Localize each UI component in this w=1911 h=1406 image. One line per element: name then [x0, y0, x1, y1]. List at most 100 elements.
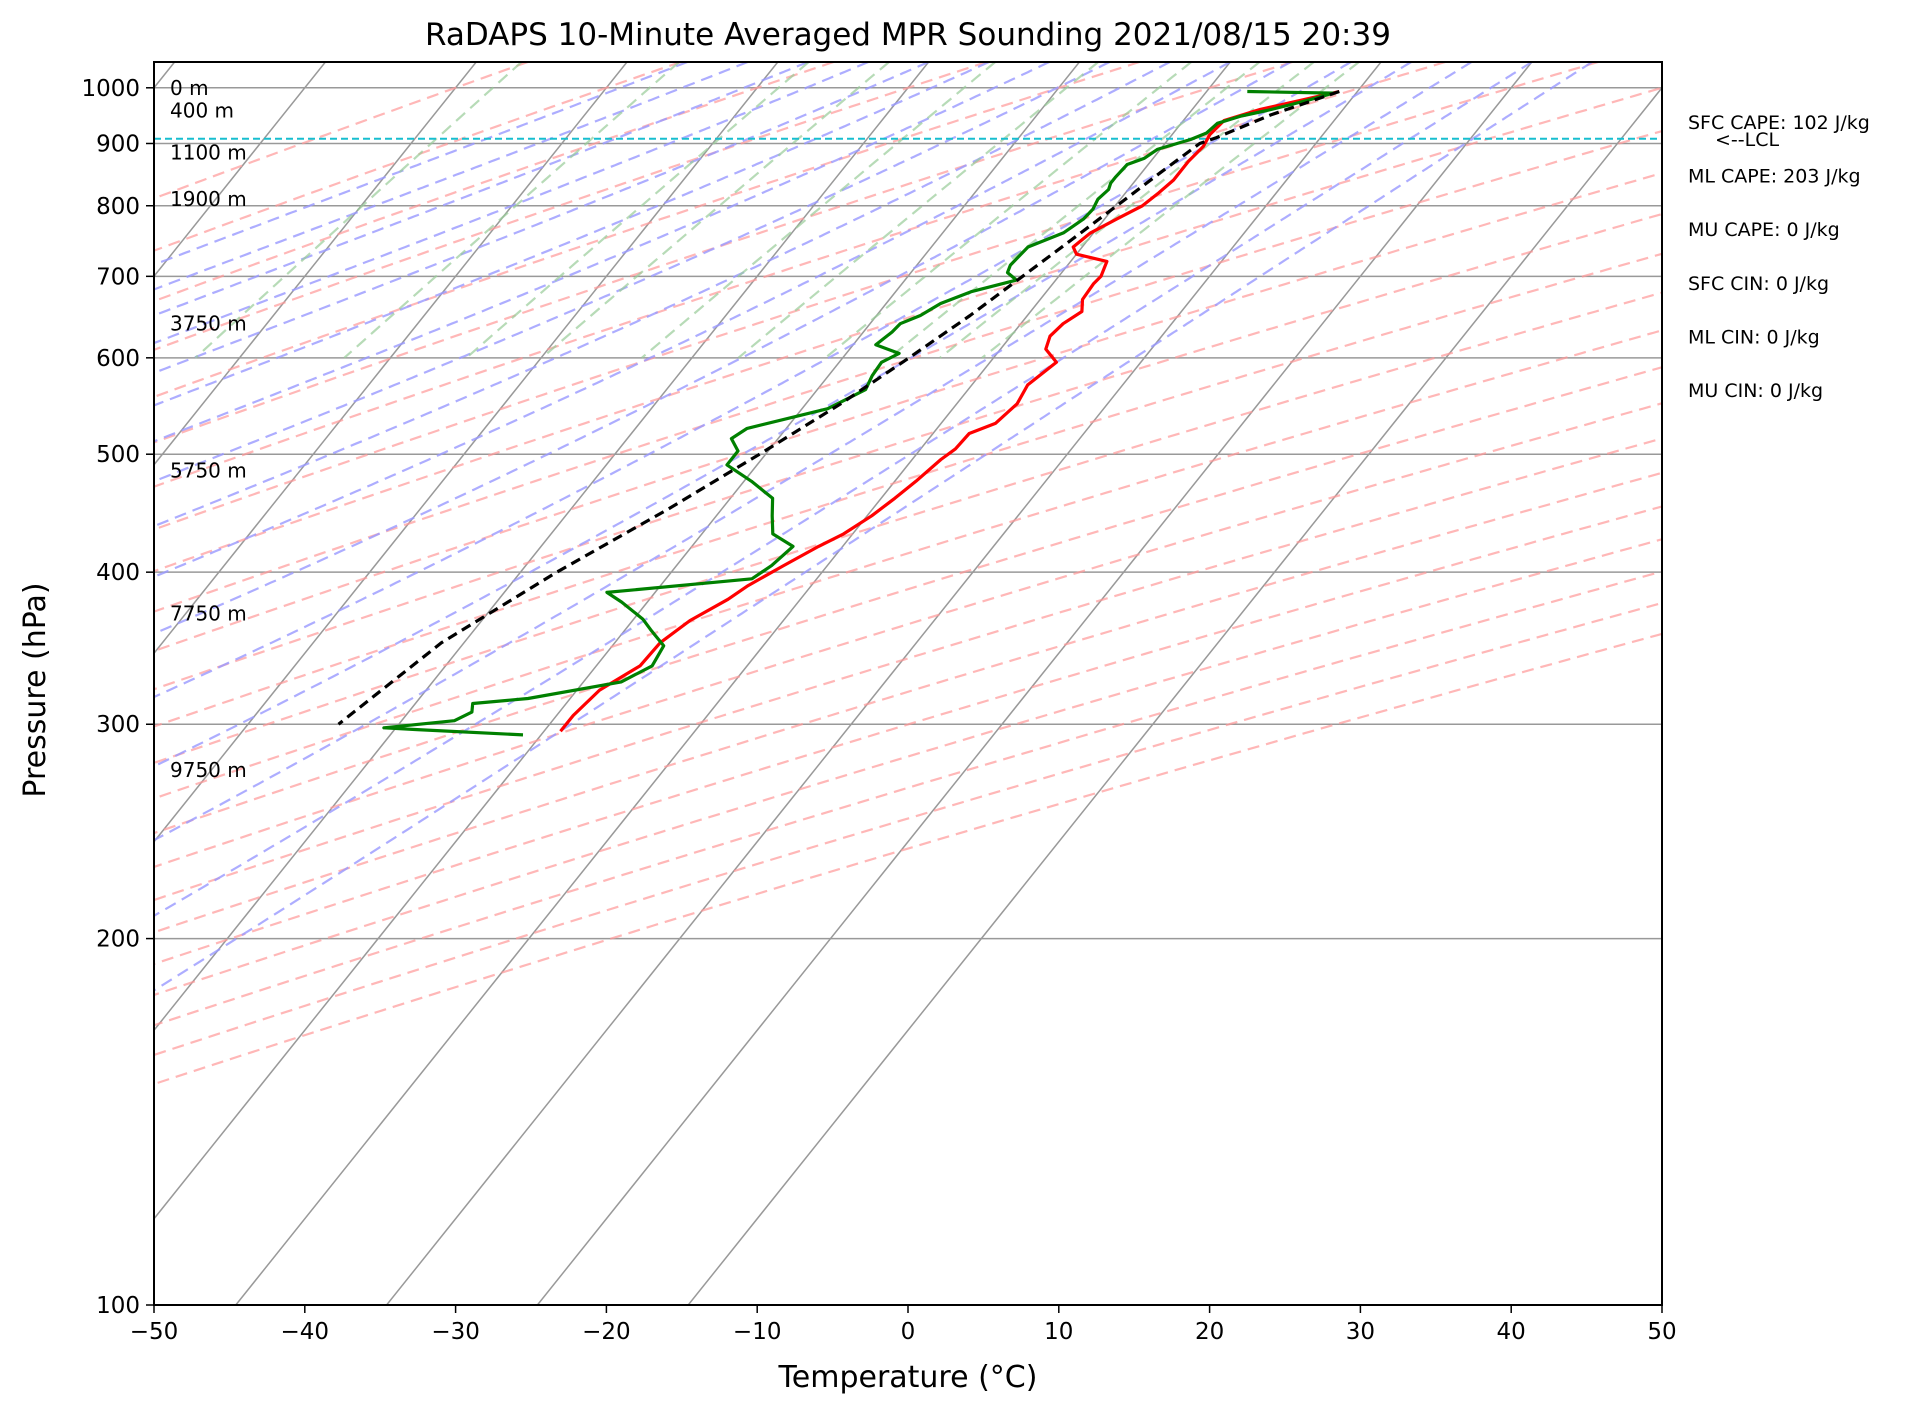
isotherm-line [154, 62, 930, 1032]
isotherm-line [536, 62, 1533, 1305]
height-label: 5750 m [170, 458, 247, 482]
dry-adiabat [154, 291, 1662, 765]
moist-adiabat [154, 62, 688, 266]
series-layer [154, 89, 1662, 737]
y-tick-label: 700 [96, 264, 140, 290]
x-tick-label: −40 [281, 1319, 330, 1345]
x-tick-label: 20 [1195, 1319, 1224, 1345]
x-tick-label: −30 [431, 1319, 480, 1345]
stat-annotation: ML CIN: 0 J/kg [1688, 326, 1820, 348]
y-tick-label: 100 [96, 1293, 140, 1319]
mixing-ratio-line [194, 62, 523, 359]
y-tick-label: 400 [96, 560, 140, 586]
x-tick-label: 50 [1647, 1319, 1676, 1345]
y-tick-label: 900 [96, 131, 140, 157]
dry-adiabat [154, 570, 1662, 1027]
dewpoint-profile [382, 89, 1336, 737]
ticks-layer: −50 −40 −30 −20 −10 0 10 20 30 40 50 100 200 300 400 50… [81, 76, 1676, 1345]
moist-adiabat [154, 62, 1473, 842]
mixing-ratio-line [824, 62, 1192, 359]
dry-adiabat [154, 329, 1662, 800]
moist-adiabat [154, 62, 930, 375]
isotherm-line [154, 62, 628, 655]
mixing-ratio-line [641, 62, 996, 359]
isotherm-line [235, 62, 1231, 1305]
dry-adiabat [154, 62, 1293, 444]
mixing-ratio-line [737, 62, 1099, 359]
stat-annotation: MU CIN: 0 J/kg [1688, 380, 1823, 402]
y-tick-label: 200 [96, 927, 140, 953]
x-tick-label: 40 [1497, 1319, 1526, 1345]
x-tick-label: 30 [1346, 1319, 1375, 1345]
moist-adiabat [154, 62, 1292, 635]
dry-adiabat [154, 632, 1662, 1086]
stat-annotation: SFC CIN: 0 J/kg [1688, 273, 1829, 295]
dry-adiabat [154, 366, 1662, 835]
height-label: 0 m [170, 76, 209, 100]
dry-adiabat [154, 62, 682, 252]
moist-adiabat [154, 62, 990, 407]
moist-adiabat [154, 62, 1171, 528]
moist-adiabat [154, 62, 749, 291]
dry-adiabat [154, 538, 1662, 997]
lcl-label: <--LCL [1715, 129, 1779, 151]
x-tick-label: −50 [130, 1319, 179, 1345]
x-tick-label: 10 [1044, 1319, 1073, 1345]
mixing-ratio-line [343, 62, 680, 359]
isotherm-line [687, 86, 1662, 1305]
mixing-ratio-line [888, 62, 1261, 359]
y-tick-label: 1000 [81, 76, 140, 102]
temperature-profile [559, 89, 1340, 733]
dry-adiabat [154, 62, 529, 200]
isotherm-line [154, 62, 1080, 1220]
y-tick-label: 300 [96, 712, 140, 738]
mixing-ratio-line [939, 62, 1315, 359]
x-tick-label: −10 [733, 1319, 782, 1345]
y-tick-label: 500 [96, 442, 140, 468]
x-axis-label: Temperature (°C) [778, 1360, 1038, 1395]
stat-annotation: MU CAPE: 0 J/kg [1688, 219, 1840, 241]
moist-adiabat [154, 62, 1412, 768]
dry-adiabat [154, 62, 987, 351]
height-label: 1100 m [170, 140, 247, 164]
dry-adiabat [154, 171, 1662, 653]
isotherm-line [154, 62, 326, 278]
x-tick-label: 0 [901, 1319, 916, 1345]
moist-adiabat [154, 62, 1111, 483]
height-label: 9750 m [170, 758, 247, 782]
isotherm-line [386, 62, 1382, 1305]
dry-adiabat [154, 62, 1599, 531]
dry-adiabat [154, 62, 834, 303]
height-label: 1900 m [170, 187, 247, 211]
stat-annotation: ML CAPE: 203 J/kg [1688, 166, 1861, 188]
y-tick-label: 800 [96, 194, 140, 220]
stat-annotation: SFC CAPE: 102 J/kg [1688, 112, 1870, 134]
x-tick-label: −20 [582, 1319, 631, 1345]
dry-adiabat [154, 212, 1662, 691]
plot-frame [153, 61, 1663, 1306]
isotherm-line [154, 62, 477, 466]
moist-adiabat [154, 62, 1533, 918]
dry-adiabat [154, 437, 1662, 902]
moist-adiabat [154, 62, 1593, 992]
dry-adiabat [154, 62, 1140, 399]
mixing-ratio-line [465, 62, 810, 359]
background-lines [154, 62, 1662, 1305]
dry-adiabat [154, 402, 1662, 869]
moist-adiabat [154, 62, 809, 317]
moist-adiabat [154, 62, 1352, 699]
parcel-path [337, 89, 1340, 726]
moist-adiabat [154, 62, 1050, 443]
y-axis-label: Pressure (hPa) [18, 582, 53, 797]
dry-adiabat [154, 471, 1662, 934]
mixing-ratio-line [541, 62, 890, 359]
chart-title: RaDAPS 10-Minute Averaged MPR Sounding 2… [425, 17, 1391, 53]
dry-adiabat [154, 252, 1662, 728]
y-tick-label: 600 [96, 346, 140, 372]
dry-adiabat [154, 505, 1662, 966]
height-label: 400 m [170, 98, 234, 122]
mixing-ratio-line [981, 62, 1360, 359]
height-label: 3750 m [170, 312, 247, 336]
